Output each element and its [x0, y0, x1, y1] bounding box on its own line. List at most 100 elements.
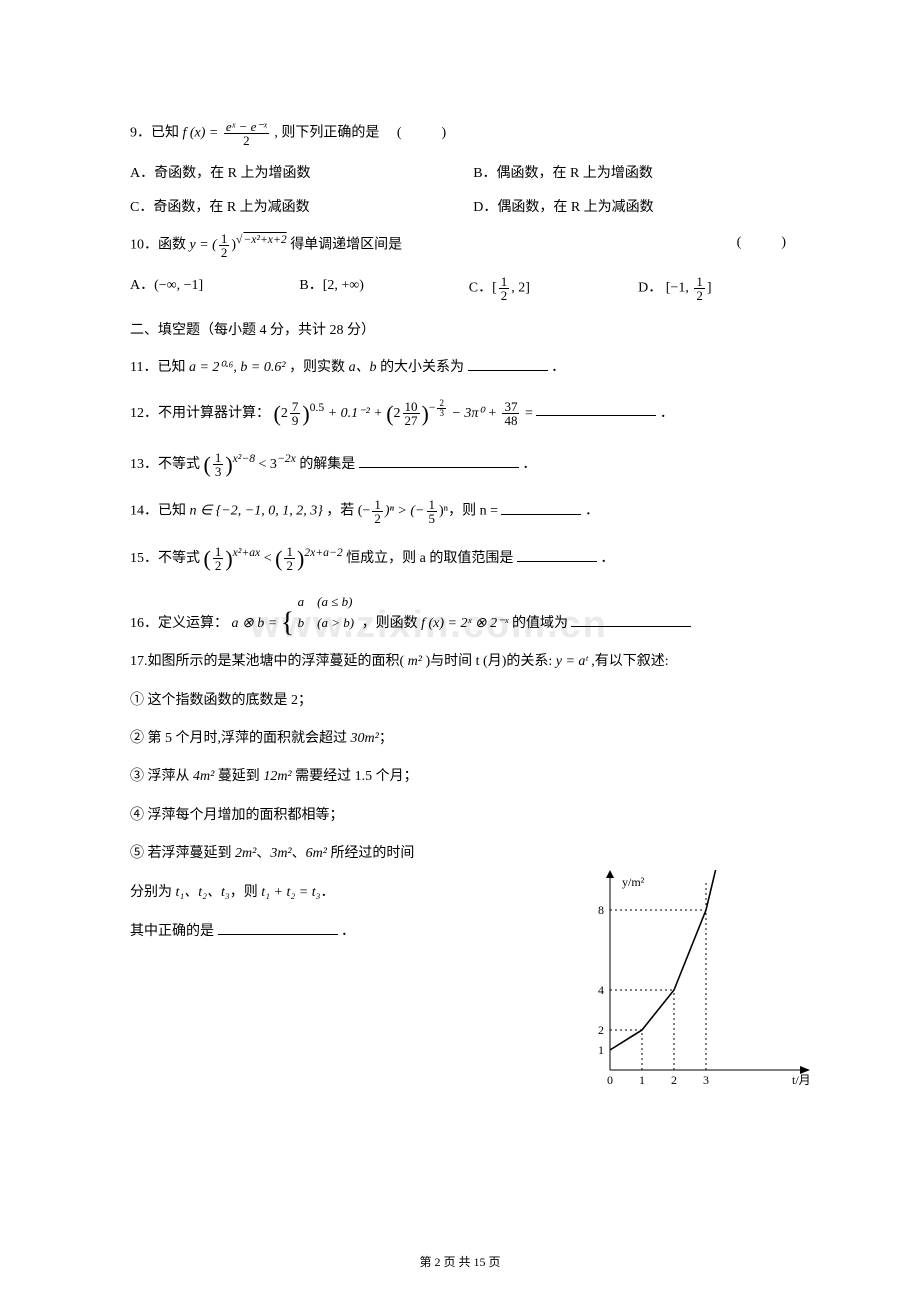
q14-fn: 1 [427, 498, 438, 512]
q13-period: ． [522, 457, 536, 472]
q14-mid2: )ⁿ > (− [385, 504, 425, 519]
q9-choices: A．奇函数，在 R 上为增函数 B．偶函数，在 R 上为增函数 [130, 163, 790, 185]
lp3: ( [204, 452, 211, 477]
svg-text:1: 1 [639, 1073, 645, 1087]
q9-D: D．偶函数，在 R 上为减函数 [473, 197, 790, 219]
q10-D-pre: D． [−1, [638, 281, 692, 296]
svg-text:t/月: t/月 [792, 1073, 810, 1087]
q12-p2w: 2 [394, 405, 401, 420]
q9-frac-bot: 2 [224, 134, 269, 147]
q15-stem: 15．不等式 [130, 551, 200, 566]
q16-fx: f (x) = 2ˣ ⊗ 2⁻ˣ [421, 616, 508, 631]
q12-p1w: 2 [281, 405, 288, 420]
q11-blank [468, 356, 548, 371]
q16-blank [571, 612, 691, 627]
q17-post: ,有以下叙述: [591, 654, 668, 669]
q11-pre: 11．已知 [130, 360, 189, 375]
q13-post: 的解集是 [299, 457, 355, 472]
q10-D: D． [−1, 12] [638, 275, 790, 302]
q15-e2: 2x+a−2 [304, 546, 342, 559]
q17-pre: 17.如图所示的是某池塘中的浮萍蔓延的面积( [130, 654, 408, 669]
q12-eq: = [525, 405, 533, 420]
q13-bn: 1 [213, 451, 224, 465]
rp3: ) [225, 452, 232, 477]
q10-C-post: , 2] [511, 281, 530, 296]
q16-op: a ⊗ b = [232, 616, 281, 631]
q11: 11．已知 a = 2⁰·⁶, b = 0.6² ，则实数 a、b 的大小关系为… [130, 356, 790, 379]
q15: 15．不等式 (12)x²+ax < (12)2x+a−2 恒成立，则 a 的取… [130, 541, 790, 576]
q9-B: B．偶函数，在 R 上为增函数 [473, 163, 790, 185]
q17-s3-pre: ③ 浮萍从 [130, 769, 193, 784]
q17-blank [218, 920, 338, 935]
q12-p2d: 27 [403, 414, 420, 427]
q14-hd: 2 [372, 512, 383, 525]
q13: 13．不等式 (13)x²−8 < 3−2x 的解集是 ． [130, 447, 790, 482]
q17-s5-pre: ⑤ 若浮萍蔓延到 [130, 846, 235, 861]
q12-stem: 12．不用计算器计算： [130, 405, 270, 420]
q13-bd: 3 [213, 465, 224, 478]
q17-m2a: m² [408, 654, 422, 669]
q10-half-n: 1 [219, 232, 230, 246]
q10-C-n: 1 [499, 275, 510, 289]
q17-s7-label: 其中正确的是 [130, 924, 214, 939]
q12-p1d: 9 [290, 414, 301, 427]
lp5a: ( [204, 546, 211, 571]
q9-A: A．奇函数，在 R 上为增函数 [130, 163, 447, 185]
q14-period: ． [585, 504, 599, 519]
q15-period: ． [600, 551, 614, 566]
q14-mid3: )ⁿ，则 n = [439, 504, 498, 519]
q17-mid: )与时间 t (月)的关系: [425, 654, 555, 669]
q12-e2d: 3 [437, 409, 446, 418]
q13-e2: −2x [277, 452, 296, 465]
q17-s6: 分别为 t₁、t₂、t₃，则 t₁ + t₂ = t₃． [130, 882, 790, 904]
page-footer: 第 2 页 共 15 页 [0, 1253, 920, 1272]
svg-text:2: 2 [671, 1073, 677, 1087]
q10-yeq: y = ( [190, 238, 217, 253]
q15-blank [517, 547, 597, 562]
rp2: ) [422, 401, 429, 426]
q17-s6-pre: 分别为 [130, 885, 176, 900]
svg-text:1: 1 [598, 1043, 604, 1057]
q10-D-n: 1 [694, 275, 705, 289]
q16-pw: a (a ≤ b) b (a > b) [298, 592, 354, 634]
lp5b: ( [275, 546, 282, 571]
q10-exp: −x²+x+2 [242, 233, 286, 246]
q10-B: B．[2, +∞) [299, 275, 451, 302]
q11-ab: a、b [349, 360, 377, 375]
q12-p3d: 48 [502, 414, 519, 427]
q12-blank [536, 401, 656, 416]
q17-s6-t: t₁、t₂、t₃ [176, 885, 230, 900]
q16-stem: 16．定义运算： [130, 616, 228, 631]
q13-lt: < 3 [259, 457, 277, 472]
q14: 14．已知 n ∈ {−2, −1, 0, 1, 2, 3} ，若 (−12)ⁿ… [130, 498, 790, 525]
q16-post1: ，则函数 [362, 616, 422, 631]
q14-fd: 5 [427, 512, 438, 525]
q12-plus1: + 0.1⁻² + [328, 405, 386, 420]
q17-s5-a: 2m² [235, 846, 256, 861]
q10-C-d: 2 [499, 289, 510, 302]
q9-frac: eˣ − e⁻ˣ 2 [224, 120, 269, 147]
q16-r1: a (a ≤ b) [298, 592, 354, 613]
q15-b1n: 1 [213, 545, 224, 559]
svg-text:4: 4 [598, 983, 604, 997]
q9-func: f (x) = [183, 126, 222, 141]
svg-text:0: 0 [607, 1073, 613, 1087]
svg-text:3: 3 [703, 1073, 709, 1087]
q9-C: C．奇函数，在 R 上为减函数 [130, 197, 447, 219]
q17-s7-period: ． [341, 924, 355, 939]
q16-brace: { [281, 608, 294, 639]
content: 9．已知 f (x) = eˣ − e⁻ˣ 2 , 则下列正确的是 ( ) A．… [130, 120, 790, 943]
q17-s5: ⑤ 若浮萍蔓延到 2m²、3m²、6m² 所经过的时间 [130, 843, 790, 865]
q12-minus: − 3π⁰ + [451, 405, 500, 420]
q9: 9．已知 f (x) = eˣ − e⁻ˣ 2 , 则下列正确的是 ( ) [130, 120, 790, 147]
q17-s6-mid: ，则 [230, 885, 262, 900]
lp2: ( [386, 401, 393, 426]
rp5a: ) [225, 546, 232, 571]
q17-s1: ① 这个指数函数的底数是 2； [130, 690, 790, 712]
q17-s6-post: ． [320, 885, 334, 900]
q10: 10．函数 y = (12)√−x²+x+2 得单调递增区间是 ( ) [130, 232, 790, 259]
q10-pre: 10．函数 [130, 238, 190, 253]
q14-blank [501, 500, 581, 515]
q14-mid: ，若 (− [326, 504, 370, 519]
q10-half-d: 2 [219, 246, 230, 259]
